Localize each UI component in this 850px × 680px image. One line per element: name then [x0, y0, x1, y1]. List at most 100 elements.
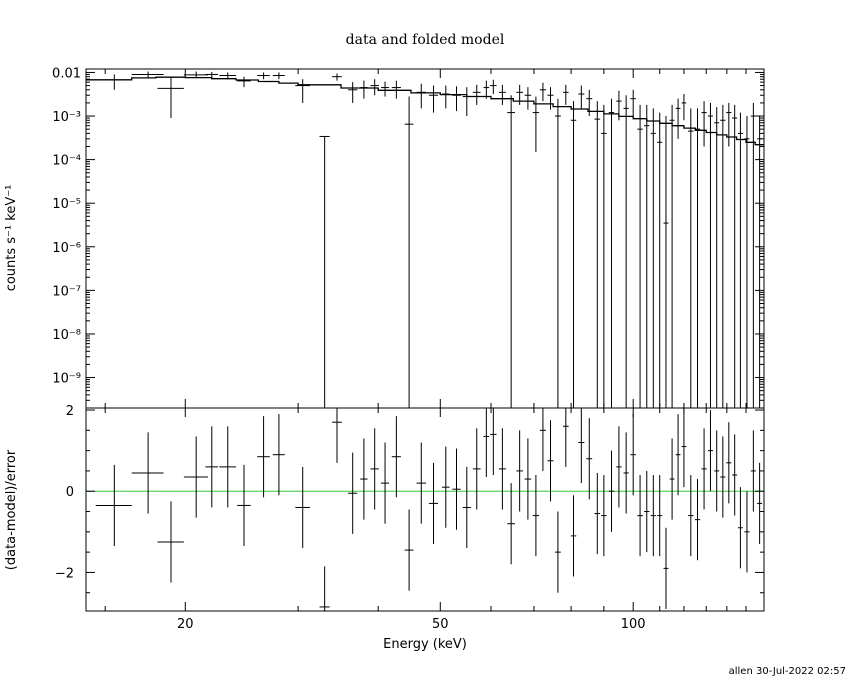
- residual-data-point: [95, 464, 132, 547]
- residual-data-point: [637, 474, 643, 557]
- spectrum-data-point: [707, 102, 713, 408]
- residual-y-tick-label: 2: [66, 404, 74, 419]
- residual-data-point: [183, 436, 208, 518]
- spectrum-data-point: [694, 108, 701, 408]
- spectrum-data-point: [404, 96, 414, 408]
- spectrum-data-point: [586, 89, 593, 117]
- spectrum-y-axis-label: counts s⁻¹ keV⁻¹: [4, 185, 19, 292]
- spectrum-data-point: [554, 98, 561, 408]
- spectrum-data-point: [428, 85, 439, 113]
- residual-data-point: [578, 408, 585, 484]
- residual-data-point: [547, 420, 554, 502]
- spectrum-data-point: [370, 79, 379, 96]
- spectrum-panel: 0.01 10⁻³ 10⁻⁴ 10⁻⁵ 10⁻⁶ 10⁻⁷ 10⁻⁸ 10⁻⁹: [52, 66, 765, 409]
- residual-data-point: [360, 438, 368, 520]
- residual-data-point: [524, 438, 532, 520]
- residual-data-point: [644, 470, 650, 553]
- spectrum-data-point: [757, 116, 763, 408]
- spectrum-y-tick-label: 10⁻⁷: [52, 284, 81, 299]
- residual-data-point: [498, 428, 506, 510]
- spectrum-data-point: [257, 72, 270, 80]
- residual-data-point: [295, 466, 310, 549]
- residual-data-point: [744, 491, 750, 573]
- spectrum-data-point: [157, 76, 184, 119]
- spectrum-data-point: [744, 116, 750, 408]
- spectrum-data-point: [630, 89, 636, 119]
- spectrum-data-point: [237, 76, 251, 88]
- spectrum-y-tick-label: 10⁻⁹: [52, 372, 81, 387]
- spectrum-data-point: [547, 87, 554, 110]
- residual-data-point: [219, 426, 237, 508]
- residual-data-point: [380, 442, 390, 524]
- spectrum-data-point: [608, 98, 615, 408]
- spectrum-data-point: [532, 96, 540, 152]
- spectrum-data-point: [95, 74, 132, 90]
- spectrum-data-point: [644, 104, 650, 408]
- spectrum-data-point: [570, 101, 577, 408]
- spectrum-data-point: [360, 80, 368, 99]
- residual-data-point: [570, 495, 577, 577]
- spectrum-data-point: [726, 102, 732, 147]
- spectrum-data-point: [681, 94, 687, 121]
- spectrum-data-point: [701, 101, 707, 147]
- spectrum-data-point: [272, 72, 285, 80]
- residual-data-point: [663, 527, 669, 609]
- residual-data-point: [726, 422, 732, 504]
- spectrum-data-point: [319, 135, 330, 408]
- x-tick-label: 20: [177, 617, 194, 632]
- spectrum-data-point: [688, 108, 694, 408]
- residual-data-point: [608, 450, 615, 532]
- residual-data-point: [554, 511, 561, 593]
- spectrum-data-point: [750, 102, 756, 408]
- spectrum-data-point: [669, 104, 675, 408]
- spectrum-data-point: [637, 104, 643, 408]
- residual-y-tick-label: −2: [55, 566, 74, 581]
- spectrum-y-tick-label: 10⁻⁵: [52, 197, 81, 212]
- residual-data-point: [507, 483, 516, 565]
- spectrum-data-point: [391, 80, 401, 99]
- residual-data-point: [237, 464, 251, 547]
- residual-data-point: [441, 446, 450, 528]
- chart-title: data and folded model: [346, 32, 505, 48]
- x-tick-label: 50: [432, 617, 449, 632]
- spectrum-data-point: [539, 82, 546, 102]
- residual-data-point: [205, 426, 219, 508]
- residual-data-point: [650, 474, 656, 557]
- spectrum-data-point: [295, 79, 310, 103]
- residual-data-point: [472, 428, 481, 510]
- residual-data-point: [694, 479, 701, 561]
- residual-data-point: [332, 408, 342, 463]
- residual-frame: [85, 407, 765, 612]
- residual-data-point: [688, 474, 694, 557]
- spectrum-data-point: [498, 84, 506, 105]
- residual-data-point: [601, 474, 607, 557]
- folded-model-line: [86, 76, 764, 146]
- spectrum-data-point: [663, 116, 669, 408]
- spectrum-data-point: [516, 84, 523, 105]
- residual-data-point: [630, 414, 636, 496]
- residual-data-point: [757, 462, 763, 545]
- residual-data-point: [669, 438, 675, 520]
- spectrum-data-point: [452, 86, 461, 112]
- spectrum-y-tick-label: 0.01: [52, 66, 81, 81]
- residual-data-point: [391, 416, 401, 498]
- residual-data-point: [681, 408, 687, 488]
- residual-data-point: [657, 474, 663, 557]
- spectrum-y-tick-label: 10⁻⁸: [52, 328, 81, 343]
- residual-data-point: [370, 428, 379, 510]
- residual-data-point: [732, 434, 738, 516]
- residual-data-point: [707, 410, 713, 492]
- residual-data-point: [675, 414, 681, 496]
- spectrum-data-point: [332, 73, 342, 81]
- residual-y-axis-label: (data-model)/error: [4, 449, 19, 570]
- residual-data-point: [623, 432, 629, 514]
- residual-data-point: [490, 408, 497, 475]
- residual-data-point: [272, 414, 285, 496]
- spectrum-y-tick-label: 10⁻⁶: [52, 241, 81, 256]
- spectrum-data-point: [562, 84, 569, 105]
- spectrum-data-point: [720, 104, 726, 408]
- spectrum-data-point: [348, 82, 358, 103]
- spectrum-data-point: [490, 79, 497, 95]
- residual-data-point: [319, 566, 330, 611]
- residual-data-point: [462, 466, 471, 549]
